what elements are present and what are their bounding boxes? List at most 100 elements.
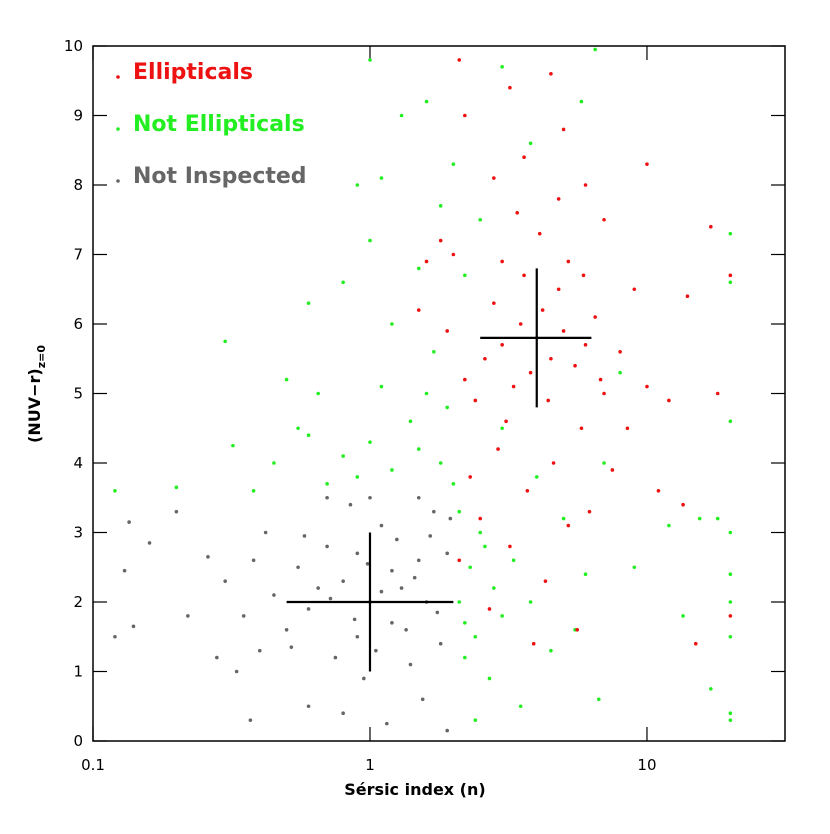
- point: [728, 718, 733, 722]
- point: [390, 322, 394, 326]
- point: [341, 454, 345, 458]
- point: [348, 502, 353, 507]
- point: [573, 363, 577, 368]
- point: [583, 183, 588, 187]
- point: [561, 516, 566, 521]
- point: [534, 475, 539, 479]
- point: [587, 509, 592, 514]
- point: [122, 568, 127, 573]
- y-tick-label: 6: [73, 315, 83, 333]
- point: [518, 704, 523, 709]
- point: [399, 586, 404, 590]
- point: [435, 610, 440, 615]
- x-tick-label: 1: [365, 756, 375, 774]
- point: [416, 495, 421, 500]
- point: [355, 634, 360, 639]
- point: [602, 391, 606, 396]
- legend-label: Not Inspected: [133, 164, 307, 189]
- point: [473, 718, 478, 722]
- point: [549, 356, 553, 361]
- point: [408, 662, 413, 667]
- point: [492, 176, 496, 180]
- y-tick-label: 10: [64, 37, 83, 55]
- point: [500, 614, 504, 618]
- point: [728, 273, 733, 278]
- point: [645, 162, 649, 166]
- point: [579, 426, 584, 431]
- point: [579, 99, 584, 104]
- point: [561, 329, 566, 333]
- point: [113, 489, 117, 493]
- point: [384, 721, 389, 726]
- series-points: [113, 495, 453, 733]
- point: [632, 565, 637, 570]
- point: [625, 426, 630, 431]
- point: [463, 377, 467, 382]
- point: [316, 391, 320, 396]
- point: [341, 280, 345, 285]
- point: [709, 224, 713, 229]
- point: [463, 621, 467, 625]
- point: [468, 565, 472, 570]
- point: [473, 398, 478, 403]
- point: [438, 238, 443, 243]
- point: [368, 238, 372, 243]
- point: [113, 634, 117, 639]
- point: [463, 113, 467, 118]
- point: [416, 308, 421, 312]
- point: [728, 572, 733, 576]
- point: [174, 509, 179, 514]
- point: [508, 85, 512, 90]
- point: [715, 391, 720, 396]
- point: [693, 641, 698, 646]
- point: [583, 572, 588, 576]
- point: [528, 141, 533, 146]
- point: [728, 711, 733, 715]
- point: [325, 495, 329, 500]
- y-axis-label-subscript: z=0: [35, 345, 48, 369]
- point: [543, 579, 548, 583]
- point: [602, 461, 606, 465]
- point: [147, 541, 152, 545]
- point: [549, 648, 553, 653]
- point: [432, 350, 436, 354]
- point: [272, 461, 276, 465]
- point: [251, 489, 256, 493]
- point: [728, 634, 733, 639]
- point: [728, 530, 733, 535]
- point: [284, 377, 289, 382]
- point: [355, 475, 360, 479]
- point: [522, 155, 526, 159]
- point: [251, 558, 256, 563]
- point: [424, 259, 429, 264]
- y-tick-label: 2: [73, 593, 83, 611]
- point: [328, 596, 333, 601]
- point: [325, 544, 329, 549]
- point: [575, 628, 580, 632]
- y-tick-label: 3: [73, 524, 83, 542]
- point: [408, 419, 413, 424]
- point: [416, 558, 421, 563]
- point: [478, 530, 483, 535]
- point: [531, 641, 536, 646]
- point: [487, 607, 492, 611]
- point: [709, 687, 713, 691]
- point: [438, 641, 443, 646]
- point: [424, 99, 429, 104]
- point: [445, 551, 449, 556]
- series-points: [416, 58, 733, 646]
- point: [483, 544, 487, 549]
- point: [728, 231, 733, 236]
- point: [478, 217, 483, 222]
- point: [511, 558, 516, 563]
- point: [566, 523, 571, 528]
- legend-marker: [116, 127, 120, 131]
- x-tick-label: 0.1: [81, 756, 105, 774]
- point: [468, 475, 472, 479]
- point: [390, 621, 394, 625]
- legend-marker: [116, 179, 120, 183]
- point: [667, 398, 671, 403]
- point: [241, 614, 246, 618]
- point: [206, 555, 210, 559]
